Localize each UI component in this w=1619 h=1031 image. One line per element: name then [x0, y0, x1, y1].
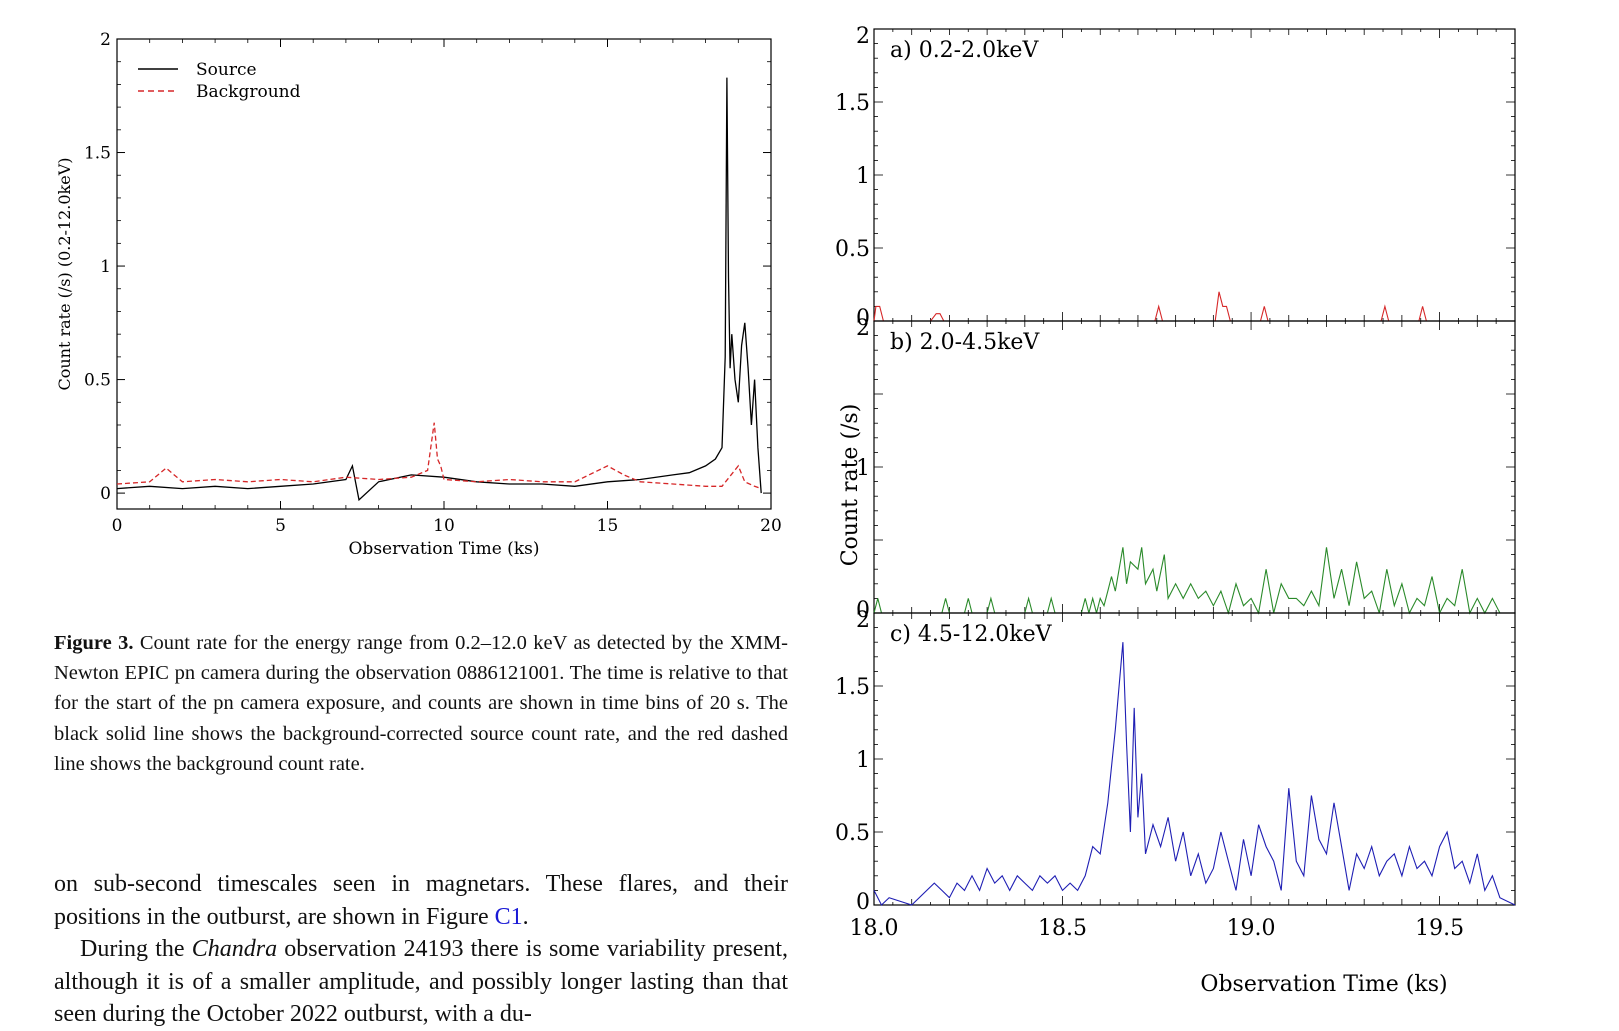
panel-c-y-tick-label-2: 1	[856, 748, 870, 773]
series-source-line	[116, 77, 762, 502]
paragraph-2-text: observation 24193 there is some variabil…	[54, 936, 789, 1027]
figure-caption: Figure 3. Count rate for the energy rang…	[54, 628, 788, 779]
panel-a-y-tick-label-3: 1.5	[835, 91, 870, 116]
panel-a-y-tick-label-2: 1	[856, 164, 870, 189]
x-tick-label-0: 18.0	[850, 916, 899, 941]
panel-frame	[873, 320, 1516, 614]
panel-b-series-line	[873, 547, 1515, 615]
panel-c-y-tick-label-0: 0	[856, 890, 870, 915]
paragraph-2-start: During the	[80, 936, 192, 962]
figure-c1-link[interactable]: C1	[494, 903, 523, 930]
x-tick-label-3: 15	[597, 516, 619, 536]
paragraph-1-text: on sub-second timescales seen in magneta…	[54, 871, 788, 930]
panel-b-y-tick-label-2: 2	[856, 316, 870, 341]
panel-a-y-tick-label-0: 0	[856, 306, 870, 331]
panel-c: 0 0.5 1 1.5 2 18.0 18.5 19.0 19.5 c) 4.5-12.0keV	[835, 608, 1516, 941]
body-text: on sub-second timescales seen in magneta…	[54, 868, 788, 1031]
y-tick-label-3: 1.5	[84, 144, 111, 164]
panel-frame	[873, 612, 1516, 906]
panel-c-y-tick-label-4: 2	[856, 608, 870, 633]
panel-label: b) 2.0-4.5keV	[890, 330, 1040, 355]
caption-text: Count rate for the energy range from 0.2…	[54, 632, 788, 775]
x-tick-label-2: 19.0	[1227, 916, 1276, 941]
legend-background-label: Background	[196, 82, 301, 102]
x-tick-label-3: 19.5	[1415, 916, 1464, 941]
right-y-axis-label: Count rate (/s)	[838, 404, 863, 567]
paragraph-2: During the Chandra observation 24193 the…	[54, 933, 788, 1031]
y-tick-label-0: 0	[100, 484, 111, 504]
panel-b-y-tick-label-0: 0	[856, 598, 870, 623]
panel-label: c) 4.5-12.0keV	[890, 622, 1053, 647]
legend-source-label: Source	[196, 60, 257, 80]
paragraph-1: on sub-second timescales seen in magneta…	[54, 868, 788, 933]
panel-a-y-tick-label-4: 2	[856, 24, 870, 49]
chandra-italic: Chandra	[191, 936, 278, 962]
x-axis-label: Observation Time (ks)	[349, 539, 540, 559]
x-tick-label-2: 10	[433, 516, 455, 536]
plot-frame	[116, 38, 772, 510]
series-background-line	[116, 422, 762, 490]
panel-b-y-tick-label-1: 1	[856, 456, 870, 481]
x-tick-label-0: 0	[112, 516, 123, 536]
panel-a: 0 0.5 1 1.5 2 a) 0.2-2.0keV	[835, 24, 1516, 331]
legend: Source Background	[138, 60, 301, 102]
y-axis-label: Count rate (/s) (0.2-12.0keV)	[55, 157, 74, 390]
paragraph-1-end: .	[522, 903, 529, 930]
panel-c-series-line	[873, 642, 1516, 906]
x-tick-label-1: 18.5	[1038, 916, 1087, 941]
y-tick-label-2: 1	[100, 257, 111, 277]
caption-label: Figure 3.	[54, 632, 134, 654]
panel-frame	[873, 28, 1516, 322]
x-tick-label-1: 5	[275, 516, 286, 536]
panel-b: 0 1 2 b) 2.0-4.5keV	[856, 316, 1516, 623]
panel-label: a) 0.2-2.0keV	[890, 38, 1039, 63]
panel-c-y-tick-label-1: 0.5	[835, 821, 870, 846]
panel-a-series-line	[873, 291, 1515, 322]
panel-a-y-tick-label-1: 0.5	[835, 237, 870, 262]
y-tick-label-1: 0.5	[84, 371, 111, 391]
x-tick-label-4: 20	[760, 516, 782, 536]
right-x-axis-label: Observation Time (ks)	[1200, 972, 1447, 997]
y-tick-label-4: 2	[100, 30, 111, 50]
panel-c-y-tick-label-3: 1.5	[835, 675, 870, 700]
